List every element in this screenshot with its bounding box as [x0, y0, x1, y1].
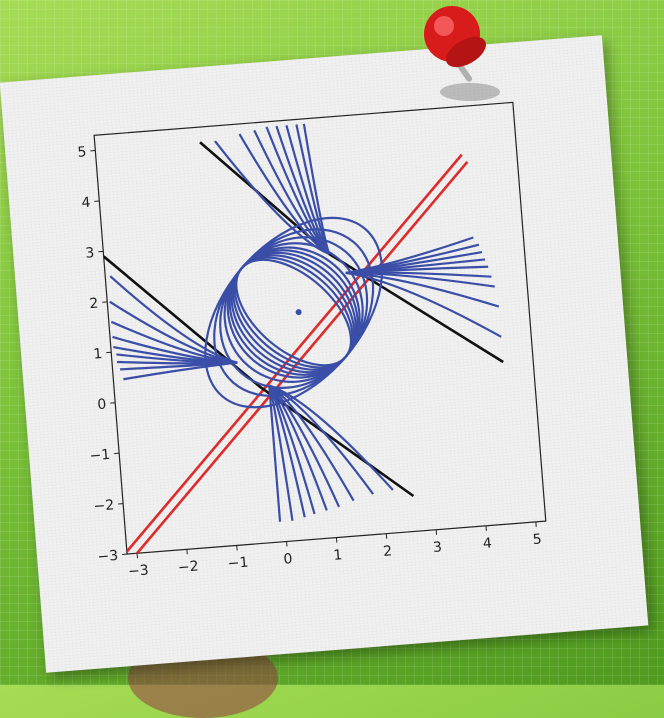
plot-frame — [94, 102, 546, 554]
ellipse-trajectory — [196, 215, 391, 410]
ellipse-trajectory — [190, 207, 398, 417]
x-tick-label: 2 — [383, 543, 393, 560]
y-tick-label: −3 — [97, 548, 119, 566]
y-tick-label: 1 — [93, 346, 103, 363]
x-tick-label: 3 — [432, 539, 442, 556]
center-point — [295, 309, 301, 315]
x-tick-label: 1 — [333, 547, 343, 564]
x-tick-label: 4 — [482, 535, 492, 552]
ellipse-trajectory — [208, 228, 380, 397]
x-tick-label: −3 — [128, 562, 150, 580]
red-diagonal-line — [98, 155, 491, 552]
x-tick-label: 0 — [283, 551, 293, 568]
ellipse-trajectory — [204, 224, 383, 400]
y-tick-label: 2 — [89, 296, 99, 313]
fan-trajectory — [269, 378, 373, 501]
y-tick-label: −2 — [93, 497, 115, 515]
y-tick-label: −1 — [89, 447, 111, 465]
x-tick-label: 5 — [532, 532, 542, 549]
y-tick-label: 0 — [97, 396, 107, 413]
y-tick-label: 5 — [77, 144, 87, 161]
x-tick-label: −2 — [177, 559, 199, 577]
y-tick-label: 4 — [81, 195, 91, 212]
plot-area — [95, 110, 517, 564]
x-tick-label: −1 — [227, 555, 249, 573]
pushpin-icon — [400, 0, 530, 110]
y-tick-label: 3 — [85, 245, 95, 262]
paper-note: −3 −2 −1 0 1 2 3 4 5 −3 −2 −1 0 1 2 3 4 5 — [0, 35, 648, 673]
chart-svg: −3 −2 −1 0 1 2 3 4 5 −3 −2 −1 0 1 2 3 4 5 — [0, 35, 648, 673]
